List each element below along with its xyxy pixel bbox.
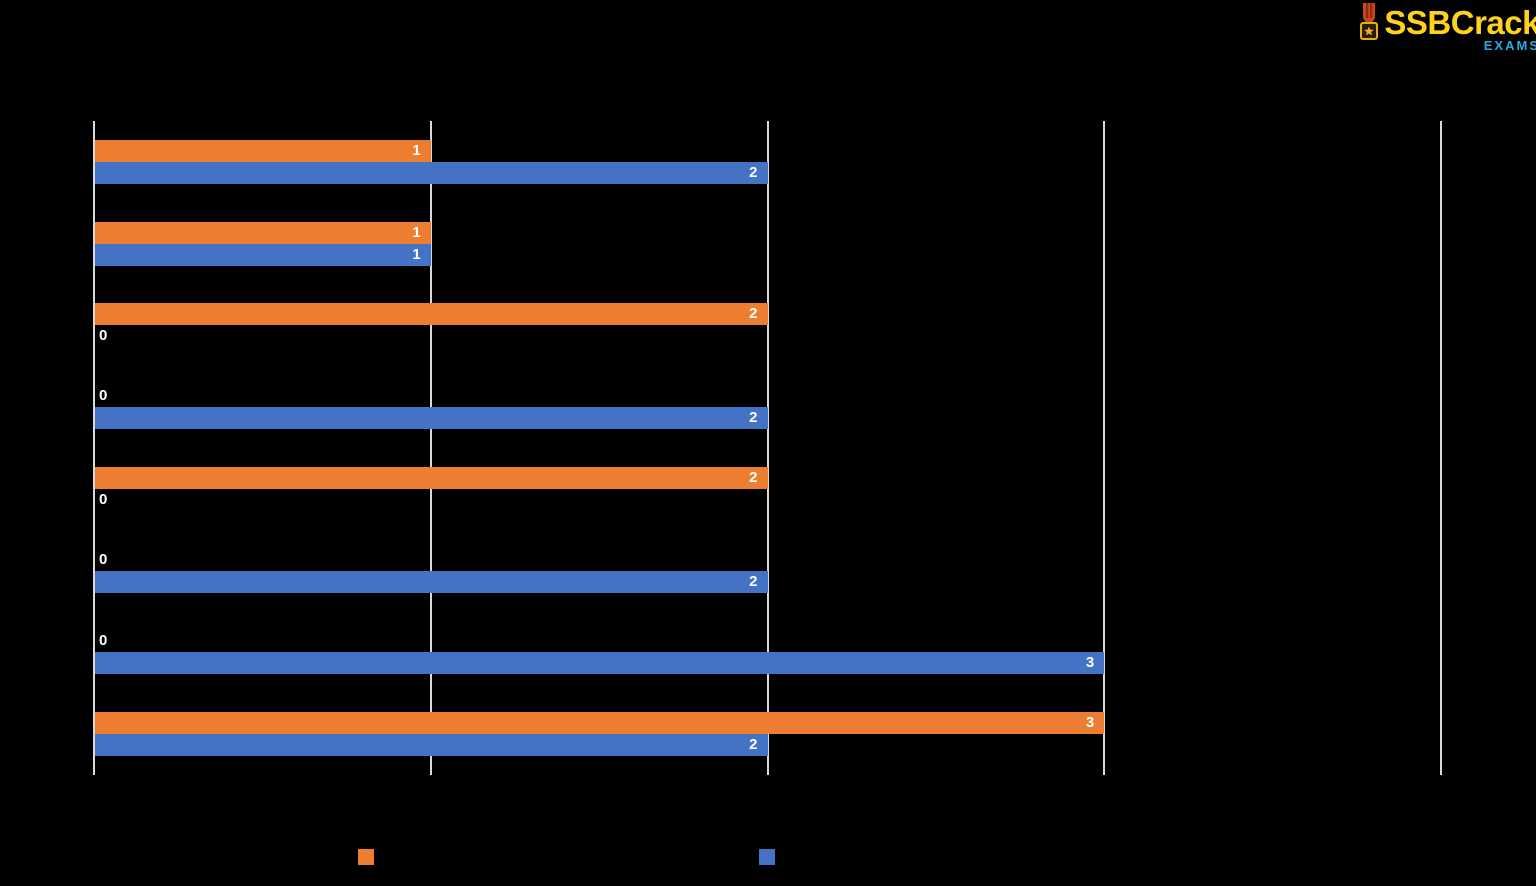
bar-series-0-group-1 [95,221,431,244]
bar-value-label-zero: 0 [99,327,108,345]
bar-series-0-group-4 [95,466,768,489]
bar-series-1-group-5 [95,570,768,593]
gridline [429,121,432,775]
bar-series-1-group-3 [95,407,768,430]
gridline [766,121,769,775]
y-axis-line [93,121,95,775]
ssbcrack-logo: SSBCrack EXAMS [1359,3,1536,52]
legend-swatch-blue [759,849,775,865]
bar-value-label: 3 [1085,654,1095,672]
bar-series-1-group-7 [95,734,768,757]
bar-series-1-group-1 [95,243,431,266]
bar-series-0-group-2 [95,303,768,326]
gridline [1440,121,1442,775]
bar-value-label: 1 [412,223,421,241]
bar-value-label: 1 [412,245,421,263]
bar-series-1-group-6 [95,652,1105,675]
bar-value-label: 1 [412,141,421,159]
logo-text: SSBCrack [1384,4,1536,41]
plot-area: 1 1 2 0 2 0 0 3 2 1 0 2 0 2 3 2 [93,121,1442,775]
bar-value-label: 2 [749,736,758,754]
bar-value-label: 2 [749,468,758,486]
bar-value-label: 2 [749,409,758,427]
bar-value-label: 2 [749,305,758,323]
bar-series-0-group-7 [95,712,1105,735]
medal-icon [1360,3,1379,40]
bar-value-label-zero: 0 [99,387,108,405]
bar-value-label: 3 [1085,714,1095,732]
bar-value-label-zero: 0 [99,550,108,568]
bar-value-label: 2 [749,572,758,590]
bar-value-label-zero: 0 [99,632,108,650]
bar-value-label: 2 [749,163,758,181]
gridline [1103,121,1106,775]
bar-value-label-zero: 0 [99,490,108,508]
legend-swatch-orange [358,849,374,865]
bar-series-1-group-0 [95,161,768,184]
bar-series-0-group-0 [95,139,431,162]
logo-subtext: EXAMS [1483,38,1536,53]
